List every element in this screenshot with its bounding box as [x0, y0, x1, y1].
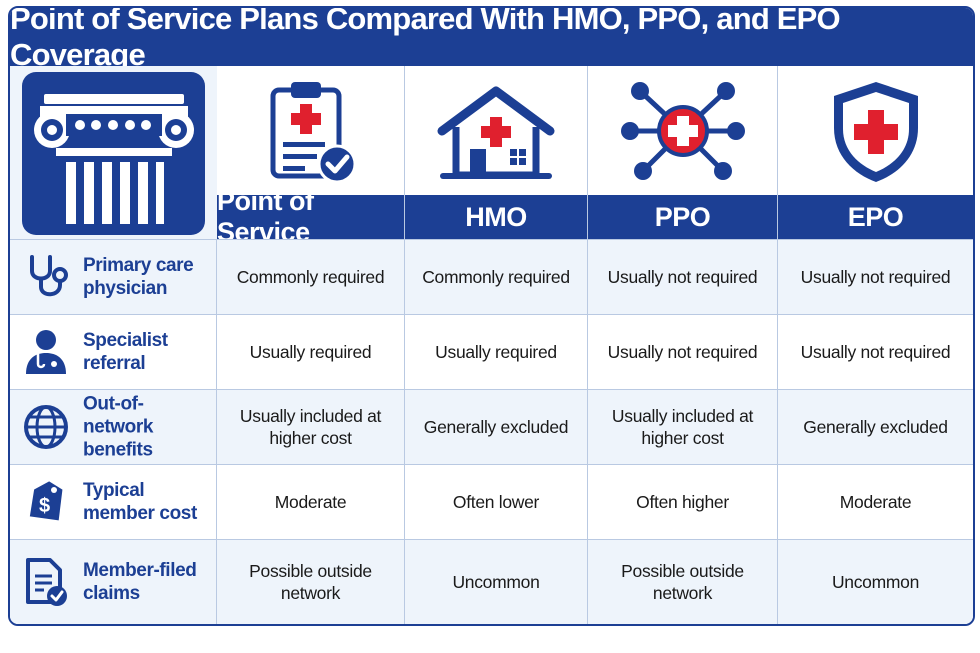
table-cell: Uncommon — [831, 572, 920, 592]
globe-icon — [22, 403, 70, 451]
feature-label: Typical member cost — [83, 480, 197, 524]
table-cell: Usually included at higher cost — [588, 390, 778, 464]
feature-cell: $ Typical member cost — [10, 465, 217, 539]
table-cell: Uncommon — [405, 540, 588, 624]
feature-cell: Member-filed claims — [10, 540, 217, 624]
table-cell: Usually required — [405, 315, 588, 389]
plan-header-hmo: HMO — [405, 66, 588, 239]
feature-label: Out-of-network benefits — [83, 393, 154, 461]
network-hub-icon — [588, 66, 777, 195]
table-cell: Commonly required — [217, 240, 405, 314]
house-medical-icon — [405, 66, 587, 195]
table-cell: Generally excluded — [405, 390, 588, 464]
table-cell: Often lower — [405, 465, 588, 539]
clipboard-check-icon — [217, 66, 404, 195]
feature-label: Specialist referral — [83, 330, 168, 374]
table-cell: Possible outside network — [217, 540, 405, 624]
table-cell: Usually not required — [800, 267, 951, 287]
plan-label: EPO — [778, 195, 973, 239]
feature-cell: Primary care physician — [10, 240, 217, 314]
plan-label: Point of Service — [217, 186, 404, 247]
plan-header-ppo: PPO — [588, 66, 778, 239]
feature-cell: Specialist referral — [10, 315, 217, 389]
plan-header-epo: EPO — [778, 66, 973, 239]
feature-label: Primary care physician — [83, 255, 194, 299]
logo-cell — [10, 66, 218, 239]
plan-header-pos: Point of Service — [217, 66, 405, 247]
table-row: $ Typical member cost Moderate Often low… — [10, 464, 973, 539]
table-row: Out-of-network benefits Usually included… — [10, 389, 973, 464]
table-cell: Moderate — [839, 492, 912, 512]
table-cell: Often higher — [588, 465, 778, 539]
price-tag-icon: $ — [22, 478, 70, 526]
claim-document-icon — [22, 558, 70, 606]
table-row: Member-filed claims Possible outside net… — [10, 539, 973, 624]
table-cell: Usually not required — [588, 240, 778, 314]
table-cell: Usually not required — [588, 315, 778, 389]
table-row: Primary care physician Commonly required… — [10, 239, 973, 314]
svg-text:$: $ — [39, 495, 50, 517]
stethoscope-icon — [22, 253, 70, 301]
feature-label: Member-filed claims — [83, 560, 197, 604]
doctor-icon — [22, 328, 70, 376]
table-cell: Usually not required — [800, 342, 951, 362]
table-cell: Usually included at higher cost — [217, 390, 405, 464]
table-cell: Usually required — [217, 315, 405, 389]
table-cell: Moderate — [217, 465, 405, 539]
page-title: Point of Service Plans Compared With HMO… — [10, 6, 841, 72]
greek-column-icon — [22, 72, 205, 235]
title-bar: Point of Service Plans Compared With HMO… — [10, 8, 973, 72]
table-cell: Possible outside network — [588, 540, 778, 624]
plan-label: HMO — [405, 195, 587, 239]
comparison-table: Point of Service Plans Compared With HMO… — [8, 6, 975, 626]
feature-cell: Out-of-network benefits — [10, 390, 217, 464]
table-row: Specialist referral Usually required Usu… — [10, 314, 973, 389]
table-cell: Generally excluded — [803, 417, 948, 437]
plan-label: PPO — [588, 195, 777, 239]
table-cell: Commonly required — [405, 240, 588, 314]
shield-cross-icon — [778, 66, 973, 195]
